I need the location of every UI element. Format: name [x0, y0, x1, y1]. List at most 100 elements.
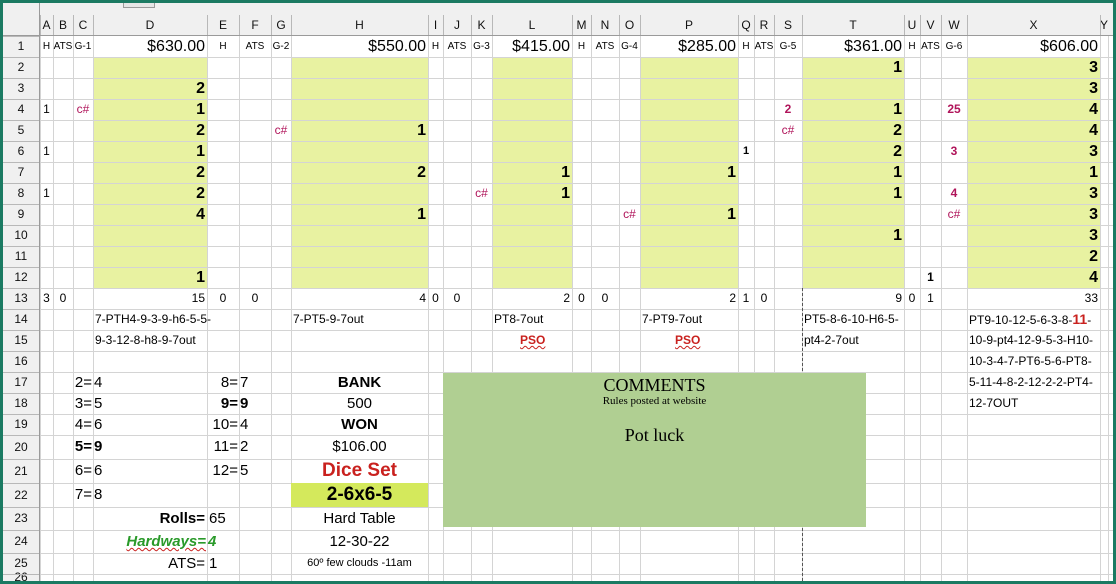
row-header-26[interactable]: 26 [14, 570, 28, 581]
tbl-right-count-3[interactable]: 2 [240, 438, 249, 455]
cell-u1[interactable]: H [908, 41, 916, 52]
cell-h23[interactable]: Hard Table [323, 510, 396, 527]
tbl-right-num-3[interactable]: 11= [213, 438, 238, 455]
row-header-1[interactable]: 1 [17, 39, 25, 53]
column-header-p[interactable]: P [684, 18, 693, 32]
cell-a1[interactable]: H [42, 41, 51, 52]
row-header-2[interactable]: 2 [17, 60, 25, 74]
cell-d3[interactable]: 2 [196, 80, 205, 97]
cell-g1[interactable]: G-2 [272, 41, 290, 52]
cell-p14[interactable]: 7-PT9-7out [642, 312, 703, 326]
tbl-right-count-4[interactable]: 5 [240, 462, 249, 479]
cell-s4[interactable]: 2 [784, 102, 792, 116]
column-header-f[interactable]: F [251, 18, 259, 32]
cell-x14[interactable]: PT9-10-12-5-6-3-8-11- [969, 309, 1091, 330]
cell-a4[interactable]: 1 [43, 102, 50, 116]
tbl-left-count-0[interactable]: 4 [94, 374, 103, 391]
cell-x7[interactable]: 1 [1089, 164, 1098, 181]
hardways-value[interactable]: 4 [208, 533, 217, 550]
cell-p15[interactable]: PSO [675, 333, 701, 347]
cell-l13[interactable]: 2 [563, 291, 570, 305]
cell-x8[interactable]: 3 [1089, 185, 1098, 202]
tbl-left-num-0[interactable]: 2= [74, 374, 92, 391]
cell-n13[interactable]: 0 [601, 291, 609, 305]
cell-d7[interactable]: 2 [196, 164, 205, 181]
cell-w8[interactable]: 4 [950, 186, 958, 200]
cell-t14[interactable]: PT5-8-6-10-H6-5- [804, 312, 899, 326]
cell-h1[interactable]: $550.00 [368, 38, 426, 55]
cell-h19[interactable]: WON [341, 416, 378, 433]
cell-s5[interactable]: c# [781, 123, 795, 137]
cell-h24[interactable]: 12-30-22 [329, 533, 390, 550]
cell-t4[interactable]: 1 [893, 101, 902, 118]
cell-b13[interactable]: 0 [59, 291, 67, 305]
row-header-14[interactable]: 14 [14, 312, 28, 326]
cell-u13[interactable]: 0 [908, 291, 916, 305]
tbl-left-count-1[interactable]: 5 [94, 395, 103, 412]
row-header-15[interactable]: 15 [14, 333, 28, 347]
cell-t7[interactable]: 1 [893, 164, 902, 181]
row-header-23[interactable]: 23 [14, 511, 28, 525]
cell-r13[interactable]: 0 [760, 291, 768, 305]
tbl-right-count-1[interactable]: 9 [240, 395, 249, 412]
column-header-h[interactable]: H [355, 18, 364, 32]
cell-f1[interactable]: ATS [245, 41, 265, 52]
cell-t10[interactable]: 1 [893, 227, 902, 244]
cell-h9[interactable]: 1 [417, 206, 426, 223]
cell-w9[interactable]: c# [947, 207, 961, 221]
cell-x9[interactable]: 3 [1089, 206, 1098, 223]
cell-h7[interactable]: 2 [417, 164, 426, 181]
cell-p13[interactable]: 2 [729, 291, 736, 305]
cell-t8[interactable]: 1 [893, 185, 902, 202]
cell-w6[interactable]: 3 [950, 144, 958, 158]
tbl-left-num-5[interactable]: 7= [74, 486, 92, 503]
cell-x16[interactable]: 10-3-4-7-PT6-5-6-PT8- [969, 354, 1092, 368]
column-header-k[interactable]: K [477, 18, 486, 32]
comments-box[interactable]: COMMENTS Rules posted at website Pot luc… [443, 373, 866, 527]
row-header-3[interactable]: 3 [17, 81, 25, 95]
cell-d23[interactable]: Rolls= [159, 510, 205, 527]
row-header-11[interactable]: 11 [14, 249, 28, 263]
cell-h13[interactable]: 4 [419, 291, 426, 305]
cell-d12[interactable]: 1 [196, 269, 205, 286]
cell-t1[interactable]: $361.00 [844, 38, 902, 55]
cell-a13[interactable]: 3 [43, 291, 50, 305]
cell-q1[interactable]: H [742, 41, 750, 52]
cell-e23[interactable]: 65 [209, 510, 226, 527]
cell-s1[interactable]: G-5 [779, 41, 797, 52]
cell-w4[interactable]: 25 [947, 102, 961, 116]
cell-l14[interactable]: PT8-7out [494, 312, 544, 326]
cell-a8[interactable]: 1 [43, 186, 50, 200]
cell-v1[interactable]: ATS [921, 41, 940, 52]
row-header-22[interactable]: 22 [14, 488, 28, 502]
tbl-left-num-2[interactable]: 4= [74, 416, 92, 433]
cell-d9[interactable]: 4 [196, 206, 205, 223]
row-header-17[interactable]: 17 [14, 375, 28, 389]
cell-t5[interactable]: 2 [893, 122, 902, 139]
column-header-x[interactable]: X [1029, 18, 1038, 32]
cell-j13[interactable]: 0 [453, 291, 461, 305]
cell-d8[interactable]: 2 [196, 185, 205, 202]
column-header-u[interactable]: U [907, 18, 917, 32]
column-header-n[interactable]: N [600, 18, 610, 32]
cell-x5[interactable]: 4 [1089, 122, 1098, 139]
cell-c4[interactable]: c# [76, 102, 90, 116]
row-header-6[interactable]: 6 [17, 144, 25, 158]
row-header-9[interactable]: 9 [17, 207, 25, 221]
cell-l8[interactable]: 1 [561, 185, 570, 202]
column-header-e[interactable]: E [218, 18, 227, 32]
column-header-w[interactable]: W [948, 18, 960, 32]
row-header-20[interactable]: 20 [14, 440, 28, 454]
cell-q6[interactable]: 1 [742, 145, 750, 157]
column-header-v[interactable]: V [926, 18, 935, 32]
tbl-right-num-2[interactable]: 10= [212, 416, 238, 433]
cell-c1[interactable]: G-1 [74, 41, 92, 52]
cell-x17[interactable]: 5-11-4-8-2-12-2-2-PT4- [969, 375, 1093, 389]
cell-x4[interactable]: 4 [1089, 101, 1098, 118]
row-header-7[interactable]: 7 [17, 165, 25, 179]
cell-b1[interactable]: ATS [53, 41, 73, 52]
row-header-8[interactable]: 8 [17, 186, 25, 200]
row-header-19[interactable]: 19 [14, 417, 28, 431]
cell-l7[interactable]: 1 [561, 164, 570, 181]
column-header-i[interactable]: I [433, 18, 438, 32]
